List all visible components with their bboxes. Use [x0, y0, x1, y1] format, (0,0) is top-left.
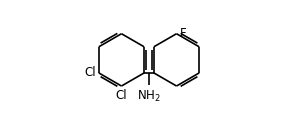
- Text: Cl: Cl: [116, 89, 127, 102]
- Text: Cl: Cl: [84, 66, 96, 79]
- Text: NH$_2$: NH$_2$: [137, 89, 161, 104]
- Text: F: F: [180, 27, 186, 39]
